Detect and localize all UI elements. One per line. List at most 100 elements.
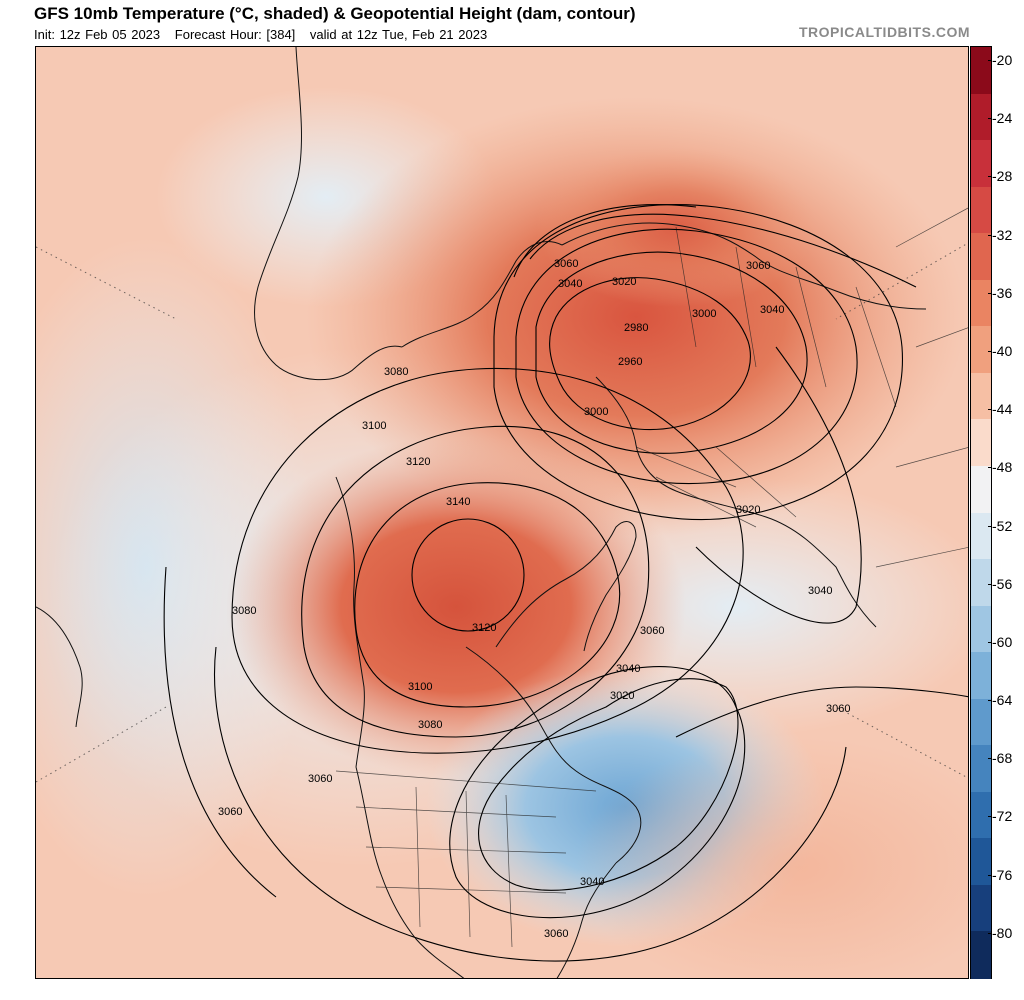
coastline-europe-north bbox=[595, 376, 877, 628]
shading-warm-atlantic bbox=[576, 737, 968, 978]
contour-labels: 3060 3040 3020 3060 3040 3000 2980 2960 … bbox=[218, 258, 850, 940]
contour-label: 3020 bbox=[736, 504, 760, 516]
contour-3060-east bbox=[675, 686, 968, 738]
colorbar-cell bbox=[971, 140, 991, 188]
colorbar-tick-label: -44 bbox=[987, 401, 1013, 418]
colorbar-cell bbox=[971, 326, 991, 374]
colorbar-tick-label: -60 bbox=[987, 633, 1013, 650]
coastline-us-east bbox=[556, 862, 617, 978]
colorbar-cell bbox=[971, 605, 991, 653]
contour-label: 3020 bbox=[610, 690, 634, 702]
coastline-greenland bbox=[495, 521, 637, 652]
colorbar-cell bbox=[971, 233, 991, 281]
colorbar-cell bbox=[971, 47, 991, 95]
colorbar-cell bbox=[971, 745, 991, 793]
colorbar-tick-label: -64 bbox=[987, 692, 1013, 709]
contour-label: 3120 bbox=[406, 456, 430, 468]
map-title: GFS 10mb Temperature (°C, shaded) & Geop… bbox=[34, 4, 636, 23]
contour-3140 bbox=[411, 518, 525, 632]
colorbar-cell bbox=[971, 652, 991, 700]
colorbar-cell bbox=[971, 279, 991, 327]
colorbar-cell bbox=[971, 884, 991, 933]
colorbar-tick-label: -20 bbox=[987, 52, 1013, 68]
init-time: Init: 12z Feb 05 2023 bbox=[34, 27, 161, 42]
contour-label: 3040 bbox=[616, 663, 640, 675]
colorbar-cell bbox=[971, 93, 991, 141]
contour-3060-west bbox=[163, 566, 277, 898]
colorbar bbox=[970, 46, 992, 979]
colorbar-cell bbox=[971, 372, 991, 420]
contour-label: 3100 bbox=[362, 420, 386, 432]
colorbar-cell bbox=[971, 698, 991, 746]
coastline-alaska bbox=[254, 47, 403, 381]
map-svg: 3060 3040 3020 3060 3040 3000 2980 2960 … bbox=[36, 47, 968, 978]
contour-label: 3000 bbox=[692, 308, 716, 320]
colorbar-cell bbox=[971, 186, 991, 234]
contour-label: 2960 bbox=[618, 356, 642, 368]
contour-3120 bbox=[354, 482, 621, 708]
colorbar-cell bbox=[971, 791, 991, 839]
contour-label: 3040 bbox=[808, 585, 832, 597]
coastline-siberia bbox=[561, 222, 927, 310]
contour-label: 3060 bbox=[308, 773, 332, 785]
header: GFS 10mb Temperature (°C, shaded) & Geop… bbox=[0, 0, 1024, 44]
contour-3020 bbox=[493, 204, 904, 521]
colorbar-tick-label: -76 bbox=[987, 866, 1013, 883]
colorbar-tick-label: -56 bbox=[987, 575, 1013, 592]
contour-label: 3000 bbox=[584, 406, 608, 418]
contour-3060-north bbox=[529, 213, 917, 288]
colorbar-tick-label: -32 bbox=[987, 226, 1013, 243]
map-panel: 3060 3040 3020 3060 3040 3000 2980 2960 … bbox=[35, 46, 969, 979]
border-us-states bbox=[355, 806, 567, 894]
border-asia bbox=[675, 226, 897, 408]
contour-label: 3120 bbox=[472, 622, 496, 634]
contour-2980 bbox=[535, 251, 808, 454]
colorbar-cell bbox=[971, 512, 991, 560]
contour-label: 3060 bbox=[554, 258, 578, 270]
colorbar-tick-label: -36 bbox=[987, 284, 1013, 301]
coastline-hudson bbox=[465, 646, 642, 864]
colorbar-cell bbox=[971, 465, 991, 514]
grid-line bbox=[835, 706, 968, 779]
colorbar-tick-label: -80 bbox=[987, 924, 1013, 941]
coastline-pacific-islands bbox=[36, 606, 83, 728]
contour-label: 3080 bbox=[384, 366, 408, 378]
border-us-states-ns bbox=[415, 786, 513, 948]
contour-3040-east bbox=[695, 346, 862, 624]
contour-3080 bbox=[231, 367, 744, 754]
contour-label: 3020 bbox=[612, 276, 636, 288]
gph-contours bbox=[163, 204, 968, 962]
colorbar-tick-label: -68 bbox=[987, 750, 1013, 767]
contour-label: 3060 bbox=[826, 703, 850, 715]
contour-label: 3080 bbox=[418, 719, 442, 731]
contour-3040-na bbox=[449, 666, 746, 919]
forecast-hour: Forecast Hour: [384] bbox=[174, 27, 296, 42]
contour-3060-south bbox=[213, 646, 847, 962]
valid-time: valid at 12z Tue, Feb 21 2023 bbox=[309, 27, 488, 42]
contour-label: 3060 bbox=[218, 806, 242, 818]
contour-label: 3040 bbox=[760, 304, 784, 316]
contour-label: 3100 bbox=[408, 681, 432, 693]
colorbar-tick-label: -28 bbox=[987, 168, 1013, 185]
contour-2960 bbox=[549, 277, 751, 431]
colorbar-tick-label: -40 bbox=[987, 342, 1013, 359]
colorbar-tick-label: -24 bbox=[987, 110, 1013, 127]
contour-label: 3140 bbox=[446, 496, 470, 508]
contour-label: 3060 bbox=[746, 260, 770, 272]
border-us-canada bbox=[335, 770, 597, 792]
contour-label: 2980 bbox=[624, 322, 648, 334]
map-subtitle: Init: 12z Feb 05 2023 Forecast Hour: [38… bbox=[34, 27, 497, 42]
contour-3000 bbox=[515, 228, 858, 485]
colorbar-tick-label: -48 bbox=[987, 459, 1013, 476]
colorbar-tick-label: -52 bbox=[987, 517, 1013, 534]
contour-label: 3040 bbox=[580, 876, 604, 888]
contour-3040-north bbox=[513, 204, 697, 278]
colorbar-cell bbox=[971, 419, 991, 467]
coastline-us-west bbox=[355, 766, 465, 978]
contour-3100 bbox=[301, 425, 650, 738]
contour-label: 3040 bbox=[558, 278, 582, 290]
contour-label: 3080 bbox=[232, 605, 256, 617]
colorbar-cell bbox=[971, 559, 991, 607]
contour-label: 3060 bbox=[544, 928, 568, 940]
borders bbox=[335, 207, 968, 948]
